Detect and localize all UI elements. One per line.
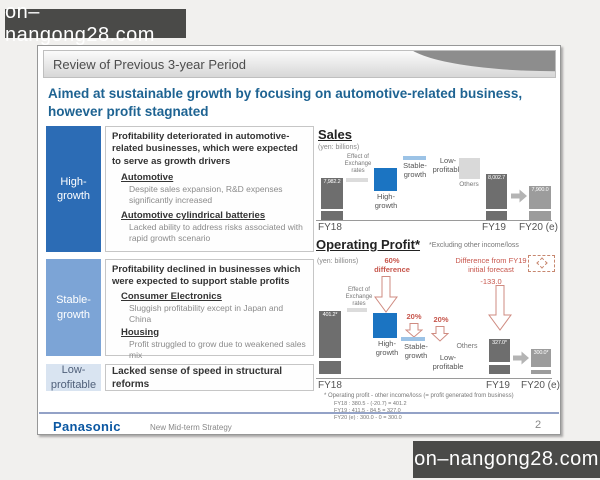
op-right-block-arrow-icon (512, 349, 530, 372)
op-fy20-bar: 300.0* (531, 349, 551, 367)
low-profitable-body: Lacked sense of speed in structural refo… (105, 364, 314, 391)
row-low-profitable: Low-profitable Lacked sense of speed in … (46, 364, 314, 391)
sales-fy19-bar: 8,002.7 (486, 174, 507, 209)
op-chart-title: Operating Profit* (316, 237, 421, 252)
op-stable-growth-bar (401, 337, 425, 341)
sales-others-label: Others (459, 181, 479, 188)
panasonic-logo: Panasonic (53, 419, 121, 434)
op-fy19-bar-base (489, 365, 510, 374)
op-fy18-bar-base (319, 361, 341, 374)
watermark-bottom-right: on–nangong28.com (413, 441, 600, 478)
slide-headline: Aimed at sustainable growth by focusing … (48, 86, 523, 119)
slide-title: Review of Previous 3-year Period (53, 57, 246, 72)
op-fy18-value: 401.2* (322, 312, 338, 318)
sales-cat-fy19: FY19 (482, 222, 506, 233)
op-others-label: Others (456, 343, 478, 350)
row-stable-growth: Stable-growth Profitability declined in … (46, 259, 314, 360)
op-fy19-value: 327.0* (492, 340, 507, 346)
sales-fy20-value: 7,900.0 (531, 187, 549, 193)
sales-low-profitable-label: Low-profitable (432, 156, 464, 174)
op-exchange-label: Effect of Exchange rates (345, 287, 373, 307)
dashed-callout-icon (528, 255, 555, 272)
sales-fy19-bar-base (486, 211, 507, 220)
item-title-consumer-electronics: Consumer Electronics (121, 290, 222, 302)
high-growth-label: High-growth (46, 126, 101, 252)
op-forecast-down-arrow-icon (488, 285, 512, 336)
op-high-growth-down-arrow-icon (374, 276, 398, 318)
op-chart-note: *Excluding other income/loss (429, 242, 519, 249)
sales-cat-fy18: FY18 (318, 222, 342, 233)
op-x-axis (316, 378, 552, 379)
footer-subtitle: New Mid-term Strategy (150, 423, 232, 432)
op-cat-fy20: FY20 (e) (521, 380, 560, 391)
low-profitable-label: Low-profitable (46, 364, 101, 391)
op-stable-growth-label: Stable-growth (404, 342, 428, 360)
sales-fy18-bar: 7,982.2 (321, 178, 343, 209)
item-desc-auto-batteries: Lacked ability to address risks associat… (129, 222, 303, 244)
item-desc-housing: Profit struggled to grow due to weakened… (129, 338, 306, 360)
item-title-auto-batteries: Automotive cylindrical batteries (121, 210, 266, 222)
left-column: High-growth Profitability deteriorated i… (46, 126, 314, 391)
op-cat-fy19: FY19 (486, 380, 510, 391)
high-growth-heading: Profitability deteriorated in automotive… (112, 131, 298, 167)
op-diff-high-label: 60% difference (374, 256, 410, 274)
footer-divider (39, 412, 559, 414)
op-diff-forecast-label: Difference from FY19 initial forecast (455, 256, 527, 274)
watermark-top-left: on–nangong28.com (5, 1, 186, 46)
op-footnote-line2: FY18 : 380.5 - (-20.7) = 401.2 (334, 401, 407, 407)
slide-title-bar: Review of Previous 3-year Period (43, 50, 556, 78)
op-diff-forecast-value: -133.0 (480, 277, 502, 286)
op-diff-low-label: 20% (433, 315, 449, 324)
slide: Review of Previous 3-year Period Aimed a… (37, 45, 561, 435)
op-stable-down-arrow-icon (404, 323, 424, 343)
op-footnote-line3: FY19 : 411.5 - 84.5 = 327.0 (334, 408, 401, 414)
row-high-growth: High-growth Profitability deteriorated i… (46, 126, 314, 252)
stable-growth-body: Profitability declined in businesses whi… (105, 259, 314, 360)
sales-high-growth-bar (374, 168, 397, 191)
sales-x-axis (316, 220, 552, 221)
op-high-growth-label: High-growth (375, 339, 399, 357)
sales-fy18-value: 7,982.2 (323, 179, 341, 185)
item-desc-automotive: Despite sales expansion, R&D expenses si… (129, 184, 283, 206)
sales-fy20-bar-base (529, 211, 551, 220)
sales-stable-growth-bar (403, 156, 426, 160)
sales-exchange-label: Effect of Exchange rates (344, 154, 372, 174)
sales-fy19-value: 8,002.7 (488, 175, 505, 181)
sales-cat-fy20: FY20 (e) (519, 222, 558, 233)
item-title-automotive: Automotive (121, 172, 174, 184)
op-low-down-arrow-icon (430, 326, 450, 347)
sales-stable-growth-label: Stable-growth (403, 161, 427, 179)
op-fy18-bar: 401.2* (319, 311, 341, 358)
sales-right-block-arrow-icon (510, 187, 528, 210)
sales-chart-unit: (yen: billions) (318, 144, 360, 151)
titlebar-swoosh-decoration (405, 51, 555, 72)
op-footnote-line4: FY20 (e) : 300.0 - 0 = 300.0 (334, 415, 402, 421)
op-high-growth-bar (373, 313, 397, 338)
sales-exchange-bar (346, 178, 368, 182)
stable-growth-heading: Profitability declined in businesses whi… (112, 264, 301, 288)
op-fy19-bar: 327.0* (489, 339, 510, 362)
sales-others-bar (459, 158, 480, 179)
op-chart-unit: (yen: billions) (317, 258, 359, 265)
stable-growth-label: Stable-growth (46, 259, 101, 356)
low-profitable-heading: Lacked sense of speed in structural refo… (112, 365, 283, 390)
sales-fy20-bar: 7,900.0 (529, 186, 551, 209)
op-diff-stable-label: 20% (406, 312, 422, 321)
item-desc-consumer-electronics: Sluggish profitability except in Japan a… (129, 302, 284, 324)
sales-high-growth-label: High-growth (374, 192, 398, 210)
dashed-diamond-icon (535, 257, 548, 269)
op-cat-fy18: FY18 (318, 380, 342, 391)
op-exchange-bar (347, 308, 367, 312)
page-number: 2 (535, 419, 542, 431)
sales-chart-title: Sales (318, 127, 352, 142)
sales-fy18-bar-base (321, 211, 343, 220)
charts-panel: Sales (yen: billions) 7,982.2 Effect of … (316, 127, 560, 433)
op-low-profitable-label: Low-profitable (432, 353, 464, 371)
op-footnote-line1: * Operating profit - other income/loss (… (324, 393, 514, 399)
op-fy20-value: 300.0* (533, 350, 549, 356)
op-fy20-bar-base (531, 370, 551, 374)
item-title-housing: Housing (121, 326, 159, 338)
high-growth-body: Profitability deteriorated in automotive… (105, 126, 314, 252)
